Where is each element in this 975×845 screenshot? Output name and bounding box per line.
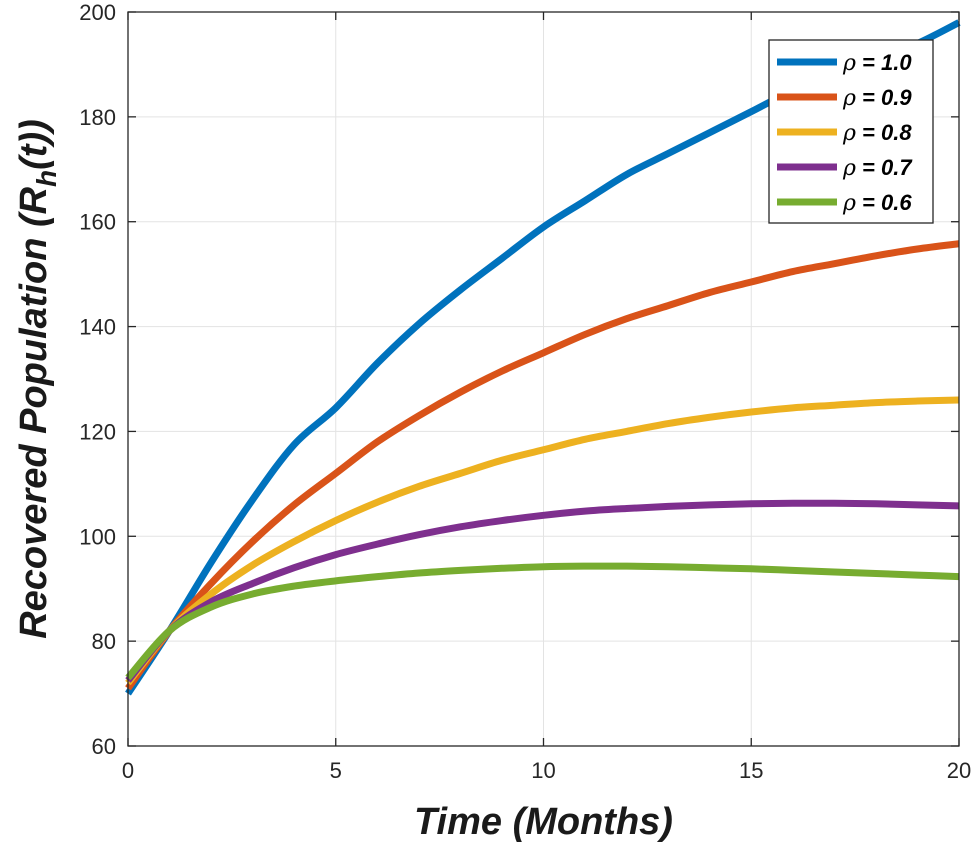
legend-label-2: ρ = 0.8 <box>842 120 912 146</box>
y-tick-label: 200 <box>79 0 116 25</box>
x-axis-title: Time (Months) <box>414 801 673 843</box>
legend-value-label: = 0.7 <box>856 155 913 180</box>
x-tick-label: 20 <box>947 758 971 783</box>
x-tick-label: 0 <box>122 758 134 783</box>
legend-rho-symbol: ρ <box>842 86 856 111</box>
legend-rho-symbol: ρ <box>842 121 856 146</box>
y-tick-label: 160 <box>79 210 116 235</box>
legend-rho-symbol: ρ <box>842 51 856 76</box>
x-tick-label: 10 <box>531 758 555 783</box>
y-axis-title: Recovered Population (Rh(t)) <box>13 119 62 639</box>
y-axis-title-suffix: (t)) <box>13 119 55 170</box>
x-tick-label: 15 <box>739 758 763 783</box>
y-tick-label: 80 <box>92 629 116 654</box>
y-tick-label: 100 <box>79 524 116 549</box>
legend-value-label: = 1.0 <box>856 50 912 75</box>
y-axis-title-prefix: Recovered Population (R <box>13 186 55 638</box>
y-tick-label: 180 <box>79 105 116 130</box>
legend-label-1: ρ = 0.9 <box>842 85 912 111</box>
y-axis-title-subscript: h <box>31 170 62 187</box>
y-tick-label: 60 <box>92 734 116 759</box>
series-line-2 <box>125 396 960 686</box>
x-tick-label: 5 <box>330 758 342 783</box>
legend-label-4: ρ = 0.6 <box>842 190 912 216</box>
series-line-1 <box>125 240 960 691</box>
y-tick-label: 120 <box>79 419 116 444</box>
y-tick-label: 140 <box>79 315 116 340</box>
series-line-4 <box>125 562 960 681</box>
legend-value-label: = 0.8 <box>856 120 912 145</box>
legend-label-0: ρ = 1.0 <box>842 50 912 76</box>
legend: ρ = 1.0ρ = 0.9ρ = 0.8ρ = 0.7ρ = 0.6 <box>768 39 934 224</box>
legend-rho-symbol: ρ <box>842 191 856 216</box>
legend-label-3: ρ = 0.7 <box>842 155 913 181</box>
ticks: 0 5 10 15 20 60 80 100 120 140 160 180 200 <box>79 0 971 783</box>
legend-value-label: = 0.9 <box>856 85 912 110</box>
legend-value-label: = 0.6 <box>856 190 912 215</box>
series-line-3 <box>125 499 960 683</box>
legend-rho-symbol: ρ <box>842 156 856 181</box>
